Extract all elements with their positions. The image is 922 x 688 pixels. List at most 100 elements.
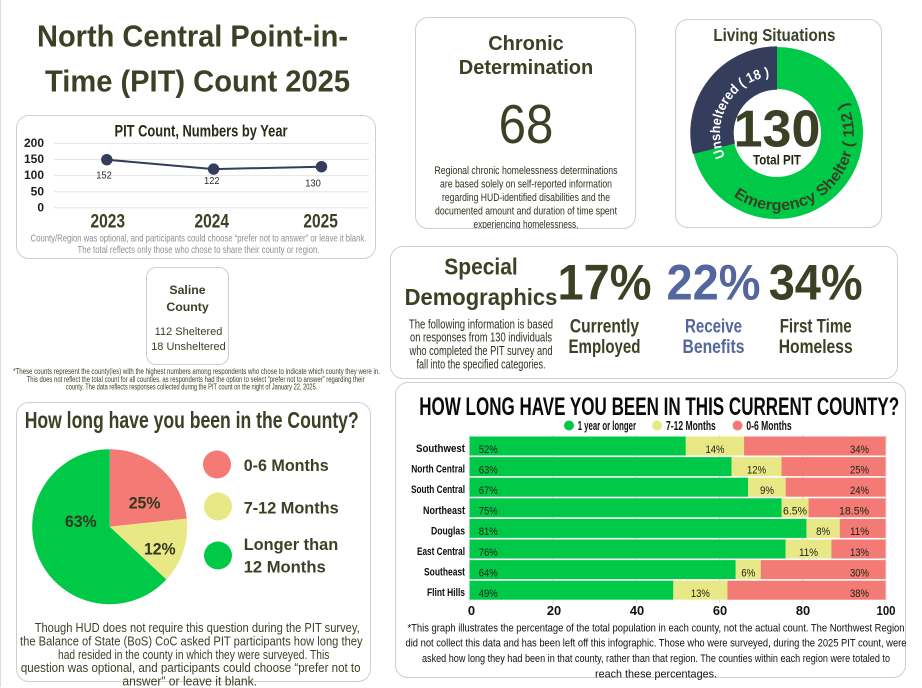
svg-text:the Balance of State (BoS) CoC: the Balance of State (BoS) CoC asked PIT…	[20, 633, 363, 648]
svg-text:*These counts represent the co: *These counts represent the county(ies) …	[13, 367, 380, 376]
svg-text:documented amount and duration: documented amount and duration of time s…	[435, 206, 618, 218]
svg-text:11%: 11%	[799, 547, 818, 559]
svg-text:First Time: First Time	[780, 315, 852, 337]
svg-text:Flint Hills: Flint Hills	[427, 587, 465, 599]
svg-text:24%: 24%	[850, 485, 869, 497]
svg-text:150: 150	[24, 152, 44, 166]
svg-text:0: 0	[468, 603, 475, 618]
svg-text:PIT Count, Numbers by Year: PIT Count, Numbers by Year	[115, 122, 288, 141]
svg-text:18.5%: 18.5%	[839, 506, 869, 518]
svg-text:9%: 9%	[760, 485, 774, 497]
svg-text:0: 0	[37, 200, 44, 214]
svg-text:did not collect this data and: did not collect this data and has been l…	[406, 638, 907, 650]
svg-text:2024: 2024	[195, 211, 230, 232]
svg-text:52%: 52%	[479, 444, 498, 456]
svg-text:130: 130	[305, 178, 321, 190]
svg-text:80: 80	[796, 603, 810, 618]
svg-text:6.5%: 6.5%	[783, 506, 807, 518]
svg-text:40: 40	[630, 603, 644, 618]
svg-text:50: 50	[31, 184, 45, 198]
svg-text:South Central: South Central	[411, 484, 465, 496]
svg-text:Northeast: Northeast	[423, 505, 465, 517]
svg-text:asked how long they had been i: asked how long they had been in that cou…	[422, 653, 890, 665]
svg-text:Regional chronic homelessness: Regional chronic homelessness determinat…	[435, 165, 618, 177]
svg-text:34%: 34%	[769, 254, 863, 310]
svg-text:25%: 25%	[129, 494, 161, 513]
svg-text:Time (PIT) Count 2025: Time (PIT) Count 2025	[45, 64, 350, 98]
svg-text:38%: 38%	[850, 588, 869, 600]
svg-text:11%: 11%	[850, 526, 869, 538]
svg-text:122: 122	[204, 175, 220, 187]
svg-text:North Central Point-in-: North Central Point-in-	[37, 20, 348, 54]
svg-text:81%: 81%	[479, 526, 498, 538]
svg-text:Demographics: Demographics	[405, 284, 558, 310]
svg-text:Longer than: Longer than	[244, 535, 339, 554]
svg-text:63%: 63%	[479, 464, 498, 476]
svg-text:152: 152	[96, 170, 112, 182]
svg-text:Chronic: Chronic	[488, 33, 564, 55]
svg-text:The total reflects only those: The total reflects only those who chose …	[78, 245, 320, 256]
svg-text:HOW LONG HAVE YOU BEEN IN THIS: HOW LONG HAVE YOU BEEN IN THIS CURRENT C…	[419, 394, 899, 421]
svg-text:12%: 12%	[144, 540, 176, 559]
svg-text:63%: 63%	[65, 512, 97, 531]
svg-text:Total PIT: Total PIT	[753, 153, 801, 168]
svg-text:Southeast: Southeast	[424, 567, 465, 579]
svg-text:had resided in the county in w: had resided in the county in which they …	[58, 647, 330, 662]
svg-text:*This graph illustrates the pe: *This graph illustrates the percentage o…	[408, 622, 905, 634]
svg-text:8%: 8%	[816, 526, 830, 538]
svg-text:who completed the PIT survey a: who completed the PIT survey and	[409, 344, 553, 358]
svg-text:25%: 25%	[850, 464, 869, 476]
svg-text:1 year or longer: 1 year or longer	[578, 419, 636, 433]
svg-text:question was optional, and par: question was optional, and participants …	[21, 660, 361, 675]
svg-text:on responses from 130 individu: on responses from 130 individuals	[410, 331, 552, 345]
svg-text:2023: 2023	[91, 211, 126, 232]
svg-text:20: 20	[547, 603, 561, 618]
svg-text:12 Months: 12 Months	[244, 557, 326, 576]
svg-text:This does not reflect the tota: This does not reflect the total count fo…	[27, 375, 365, 384]
svg-text:Homeless: Homeless	[779, 336, 853, 358]
svg-text:17%: 17%	[558, 254, 652, 310]
svg-text:Southwest: Southwest	[416, 443, 465, 455]
svg-text:22%: 22%	[667, 254, 761, 310]
svg-text:North Central: North Central	[411, 464, 465, 476]
svg-text:75%: 75%	[479, 506, 498, 518]
svg-text:fall into the specified catego: fall into the specified categories.	[417, 357, 546, 371]
svg-text:0-6 Months: 0-6 Months	[746, 419, 791, 433]
svg-text:6%: 6%	[741, 567, 755, 579]
svg-text:East Central: East Central	[417, 546, 465, 558]
svg-text:13%: 13%	[691, 588, 710, 600]
svg-text:County/Region was optional, an: County/Region was optional, and particip…	[31, 234, 367, 245]
svg-text:experiencing homelessness.: experiencing homelessness.	[474, 219, 579, 228]
svg-text:200: 200	[24, 136, 44, 150]
svg-text:reach these percentages.: reach these percentages.	[595, 668, 717, 680]
svg-text:Receive: Receive	[685, 315, 742, 337]
svg-text:county. The data reflects resp: county. The data reflects responses coll…	[66, 383, 318, 392]
svg-text:Special: Special	[444, 254, 517, 280]
svg-text:The following information is b: The following information is based	[409, 317, 553, 331]
svg-text:Douglas: Douglas	[431, 525, 465, 537]
svg-text:49%: 49%	[479, 588, 498, 600]
svg-text:76%: 76%	[479, 547, 498, 559]
svg-text:7-12 Months: 7-12 Months	[666, 419, 716, 433]
svg-text:answer” or leave it blank.: answer” or leave it blank.	[122, 674, 257, 688]
svg-text:68: 68	[499, 93, 554, 155]
svg-text:Though HUD does not require th: Though HUD does not require this questio…	[35, 620, 360, 635]
svg-text:are based solely on self-repor: are based solely on self-reported inform…	[440, 179, 612, 191]
svg-text:34%: 34%	[850, 444, 869, 456]
svg-text:7-12 Months: 7-12 Months	[244, 498, 339, 517]
svg-text:14%: 14%	[705, 444, 724, 456]
svg-text:0-6 Months: 0-6 Months	[244, 456, 329, 475]
svg-text:100: 100	[877, 603, 896, 618]
svg-text:12%: 12%	[747, 464, 766, 476]
svg-text:13%: 13%	[850, 547, 869, 559]
svg-text:64%: 64%	[479, 567, 498, 579]
svg-text:60: 60	[713, 603, 727, 618]
svg-text:67%: 67%	[479, 485, 498, 497]
svg-text:100: 100	[24, 168, 44, 182]
svg-text:Benefits: Benefits	[683, 336, 745, 358]
svg-text:Living Situations: Living Situations	[713, 25, 835, 45]
svg-text:Employed: Employed	[569, 336, 641, 358]
svg-text:30%: 30%	[850, 567, 869, 579]
svg-text:Determination: Determination	[459, 57, 593, 79]
svg-text:130: 130	[734, 101, 821, 159]
